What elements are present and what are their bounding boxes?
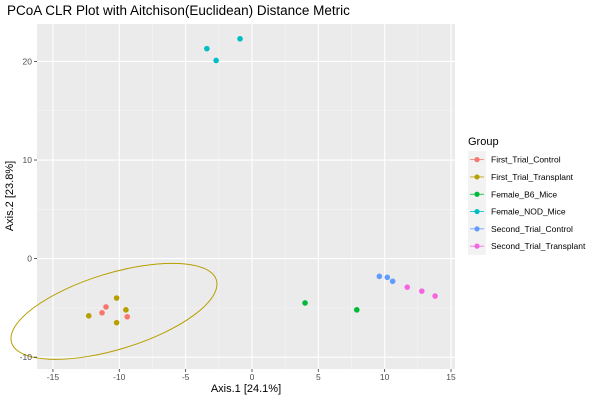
point-first-trial-transplant [85,312,92,319]
point-second-trial-control [376,273,383,280]
point-first-trial-transplant [113,295,120,301]
legend-key-point [474,208,480,215]
point-second-trial-control [384,274,391,281]
legend-title: Group [468,136,499,148]
x-tick-label: -10 [113,372,126,382]
x-tick-label: -5 [182,372,190,382]
x-tick-label: 15 [446,372,456,382]
data-points [85,35,438,326]
point-first-trial-control [124,313,131,320]
y-axis-ticks: -10 0 10 20 [20,56,37,362]
point-second-trial-transplant [419,288,425,294]
legend-label: Female_B6_Mice [491,189,557,199]
confidence-ellipses [10,262,218,360]
x-tick-label: -15 [47,372,60,382]
point-first-trial-transplant [123,307,129,313]
y-axis-title: Axis.2 [23.8%] [4,161,16,231]
point-second-trial-transplant [432,293,438,299]
point-female-nod-mice [237,35,243,42]
point-first-trial-control [99,310,105,316]
legend-label: First_Trial_Transplant [491,172,574,182]
legend-label: First_Trial_Control [491,155,561,165]
x-tick-label: 0 [250,372,255,382]
legend: Group First_Trial_Control First_Trial_Tra… [468,136,586,255]
y-tick-label: -10 [20,352,33,362]
point-female-b6-mice [302,300,308,306]
chart-title: PCoA CLR Plot with Aitchison(Euclidean) … [7,3,350,18]
legend-key-point [474,226,480,232]
x-tick-label: 5 [316,372,321,382]
ellipse-first-trial-transplant [10,262,218,360]
legend-label: Second_Trial_Transplant [491,241,586,251]
legend-key-point [474,157,480,163]
x-tick-label: 10 [380,372,390,382]
legend-label: Female_NOD_Mice [491,207,566,217]
legend-key-point [474,243,480,249]
x-axis-ticks: -15 -10 -5 0 5 10 15 [47,369,456,382]
legend-key-point [474,174,480,180]
y-tick-label: 10 [23,155,33,165]
x-axis-title: Axis.1 [24.1%] [211,383,281,395]
grid-lines [37,24,455,369]
point-female-nod-mice [204,45,210,52]
plot-panel [37,24,455,369]
point-second-trial-transplant [404,284,411,290]
point-first-trial-transplant [113,319,120,326]
point-second-trial-control [389,278,396,285]
point-female-b6-mice [354,307,360,313]
point-female-nod-mice [213,57,219,64]
y-tick-label: 0 [27,254,32,264]
point-first-trial-control [103,304,109,310]
y-tick-label: 20 [23,56,33,66]
legend-key-point [474,191,480,197]
legend-label: Second_Trial_Control [491,224,573,234]
